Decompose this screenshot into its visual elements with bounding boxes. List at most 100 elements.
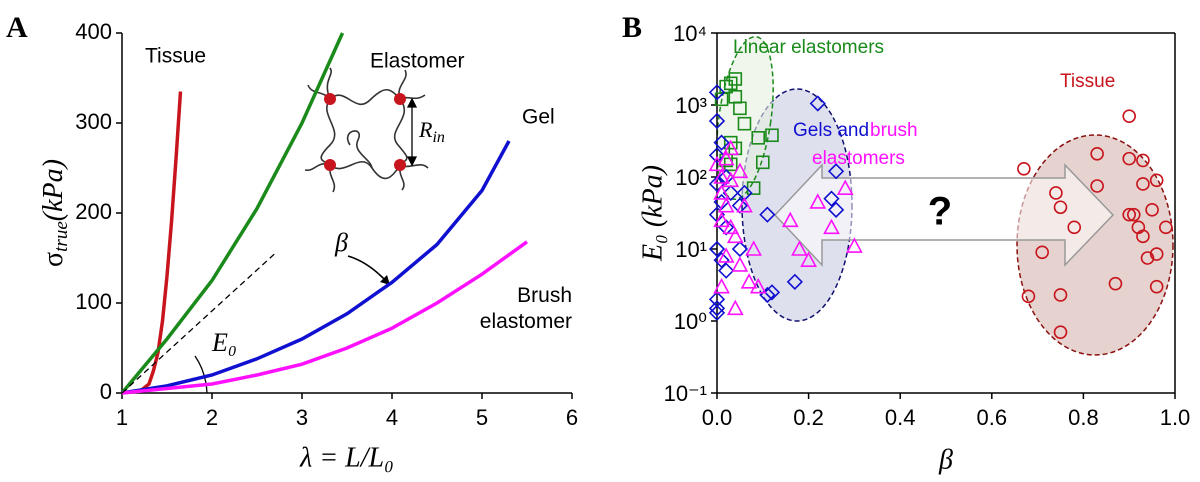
diamond-marker <box>809 95 826 112</box>
circle-marker <box>1035 245 1049 260</box>
circle-marker <box>1090 179 1104 193</box>
triangle-marker <box>809 193 827 209</box>
triangle-marker <box>749 277 767 294</box>
triangle-marker <box>736 196 753 213</box>
panel-label: A <box>6 11 28 44</box>
diamond-marker <box>827 201 845 218</box>
triangle-marker <box>722 139 740 156</box>
circle-marker <box>1149 173 1164 188</box>
circle-marker <box>1149 279 1164 294</box>
circle-marker <box>1140 251 1155 265</box>
y-tick-label: 10¹ <box>675 237 707 262</box>
diamond-marker <box>759 206 776 223</box>
triangle-marker <box>745 240 762 256</box>
line-series <box>121 253 276 394</box>
diamond-marker <box>731 197 749 214</box>
x-tick-label: 0.6 <box>977 405 1008 430</box>
y-axis-label-unit: (kPa) <box>38 159 69 221</box>
circle-marker <box>1049 186 1063 200</box>
circle-marker <box>1053 288 1068 302</box>
diamond-marker <box>827 163 845 180</box>
diamond-marker <box>708 304 726 321</box>
triangle-marker <box>713 168 730 184</box>
circle-marker <box>1122 207 1136 222</box>
panel-label: B <box>622 11 642 44</box>
y-tick-label: 300 <box>75 109 112 134</box>
y-tick-label: 10⁰ <box>674 309 707 334</box>
circle-marker <box>1145 203 1159 217</box>
annotation: Gels and <box>793 120 869 141</box>
y-axis-label-sub: true <box>51 221 72 252</box>
rin-arrow <box>406 97 418 167</box>
y-tick-label: 10² <box>675 165 707 190</box>
circle-marker <box>1067 220 1082 235</box>
annotation: elastomers <box>812 148 905 169</box>
x-tick-label: 5 <box>476 405 488 430</box>
line-series <box>121 240 529 395</box>
circle-marker <box>1053 200 1068 215</box>
y-tick-label: 10⁻¹ <box>664 381 707 406</box>
circle-marker <box>1159 220 1173 235</box>
triangle-marker <box>836 179 854 195</box>
series-label: Elastomer <box>370 50 465 73</box>
x-axis-label: β <box>938 444 953 475</box>
square-marker <box>728 72 743 86</box>
series-label: Brush elastomer <box>479 284 572 333</box>
square-marker <box>755 155 770 170</box>
diamond-marker <box>731 240 749 258</box>
circle-marker <box>1090 147 1104 161</box>
x-tick-label: 4 <box>386 405 398 430</box>
inset-label-sub: in <box>432 129 444 146</box>
circle-marker <box>1122 109 1136 123</box>
triangle-marker <box>726 299 744 316</box>
beta-arrowhead <box>380 275 390 285</box>
circle-marker <box>1136 177 1150 191</box>
triangle-marker <box>791 240 808 256</box>
diamond-marker <box>786 273 803 290</box>
line-series <box>120 32 345 395</box>
y-tick-label: 400 <box>75 19 112 44</box>
x-tick-label: 3 <box>296 405 308 430</box>
e0-arc <box>194 355 208 394</box>
y-tick-label: 10⁴ <box>673 21 707 46</box>
square-marker <box>751 131 766 145</box>
triangle-marker <box>713 184 730 200</box>
line-series <box>121 140 511 395</box>
diamond-marker <box>823 190 840 207</box>
network-inset <box>304 67 429 193</box>
inset-label: Rin <box>418 117 445 146</box>
diamond-marker <box>708 147 726 164</box>
circle-marker <box>1136 229 1150 244</box>
annotation: β <box>334 228 348 257</box>
x-axis-label: λ = L/L₀ <box>299 442 394 473</box>
diamond-marker <box>708 112 726 130</box>
triangle-marker <box>740 273 758 289</box>
triangle-marker <box>731 162 749 179</box>
triangle-marker <box>713 211 730 228</box>
y-axis-label: σtrue(kPa) <box>38 159 72 267</box>
circle-marker <box>1136 153 1150 168</box>
triangle-marker <box>846 237 863 253</box>
diamond-marker <box>708 240 726 258</box>
series-label: Tissue <box>1060 71 1115 92</box>
diamond-marker <box>713 134 730 151</box>
circle-marker <box>1053 325 1068 339</box>
triangle-marker <box>781 211 799 228</box>
x-tick-label: 2 <box>206 405 218 430</box>
circle-marker <box>1149 247 1164 261</box>
annotation: E₀ <box>211 328 237 357</box>
circle-marker <box>1108 276 1123 291</box>
circle-marker <box>1126 207 1141 222</box>
line-series <box>121 91 183 395</box>
diamond-marker <box>708 291 726 308</box>
series-label: Gel <box>522 106 555 129</box>
tissue-region <box>1016 134 1174 356</box>
x-tick-label: 0.0 <box>702 405 733 430</box>
annotation: brush <box>870 120 918 141</box>
x-tick-label: 1 <box>116 405 128 430</box>
series-label: Tissue <box>145 45 206 68</box>
diamond-marker <box>718 219 735 236</box>
triangle-marker <box>717 149 735 166</box>
